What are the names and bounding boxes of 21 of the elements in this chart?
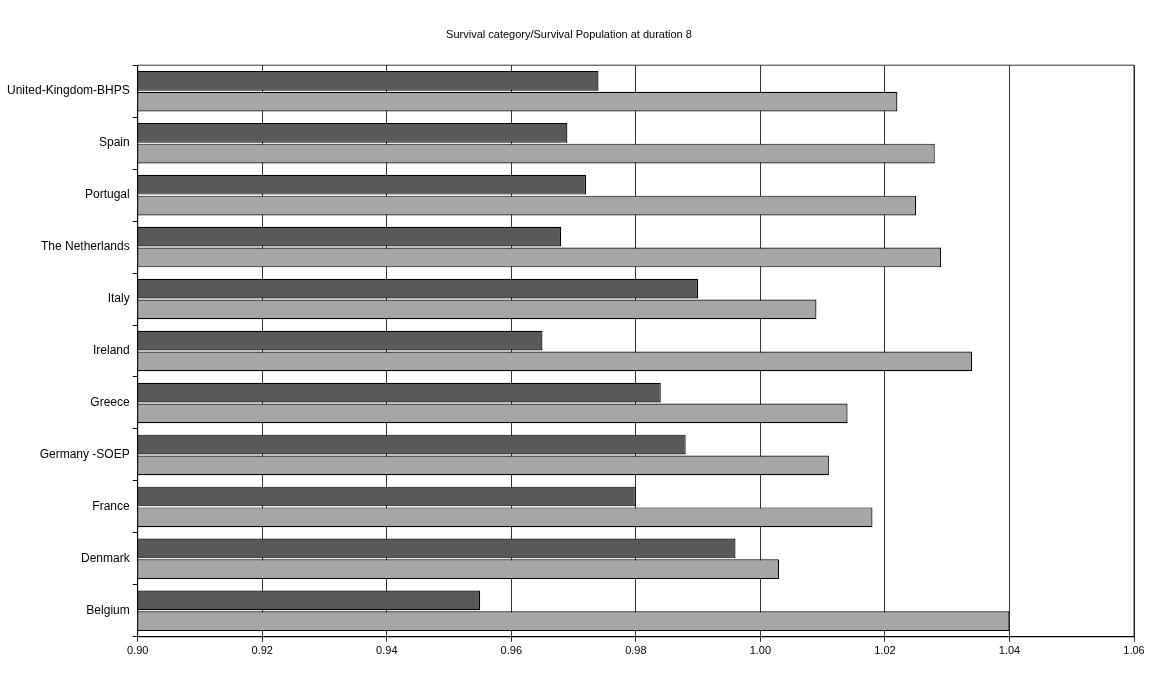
x-tick-label: 1.00 [749,644,772,657]
x-tick-label: 1.02 [874,644,896,657]
y-tick-label: Spain [99,135,130,150]
y-tick-label: Portugal [85,187,130,202]
y-tick-label: Greece [90,395,131,410]
x-tick-label: 1.04 [998,644,1021,657]
y-tick-label: The Netherlands [41,239,130,254]
x-tick-label: 0.98 [625,644,647,657]
x-tick-label: 0.90 [127,644,149,657]
x-tick-label: 0.94 [376,644,398,657]
y-tick-label: Belgium [86,603,130,618]
y-tick-label: Ireland [93,343,130,358]
chart-title: Survival category/Survival Population at duration 8 [446,27,692,40]
y-tick-label: Denmark [81,551,131,566]
y-tick-label: France [92,499,131,514]
x-tick-label: 0.96 [500,644,523,657]
x-tick-label: 0.92 [251,644,273,657]
x-tick-label: 1.06 [1123,644,1145,657]
y-tick-label: United-Kingdom-BHPS [7,83,130,98]
y-tick-label: Italy [107,291,130,306]
y-tick-label: Germany -SOEP [39,447,130,462]
